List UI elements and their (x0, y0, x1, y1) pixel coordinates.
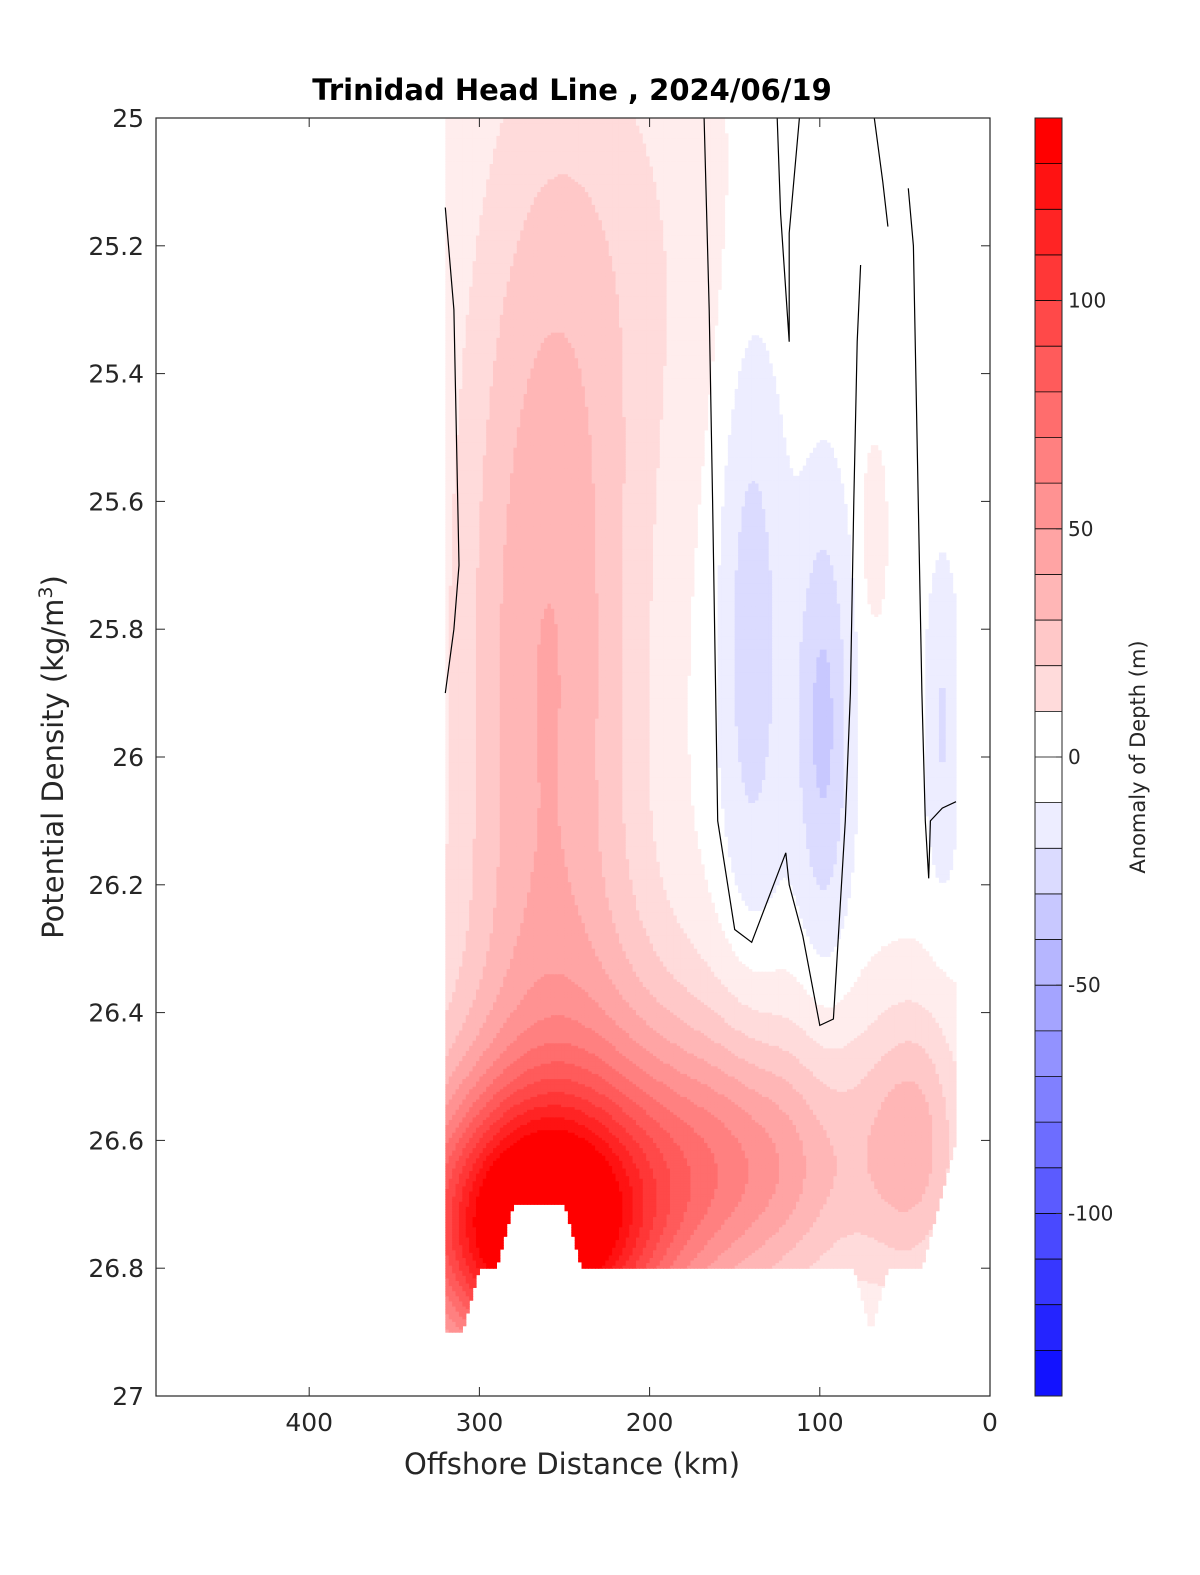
chart-title: Trinidad Head Line , 2024/06/19 (312, 73, 832, 107)
contour-fill-cell (449, 1330, 453, 1333)
plot-area: 400 300 200 100 0 2525.225.425.625.82626.226… (88, 104, 998, 1437)
